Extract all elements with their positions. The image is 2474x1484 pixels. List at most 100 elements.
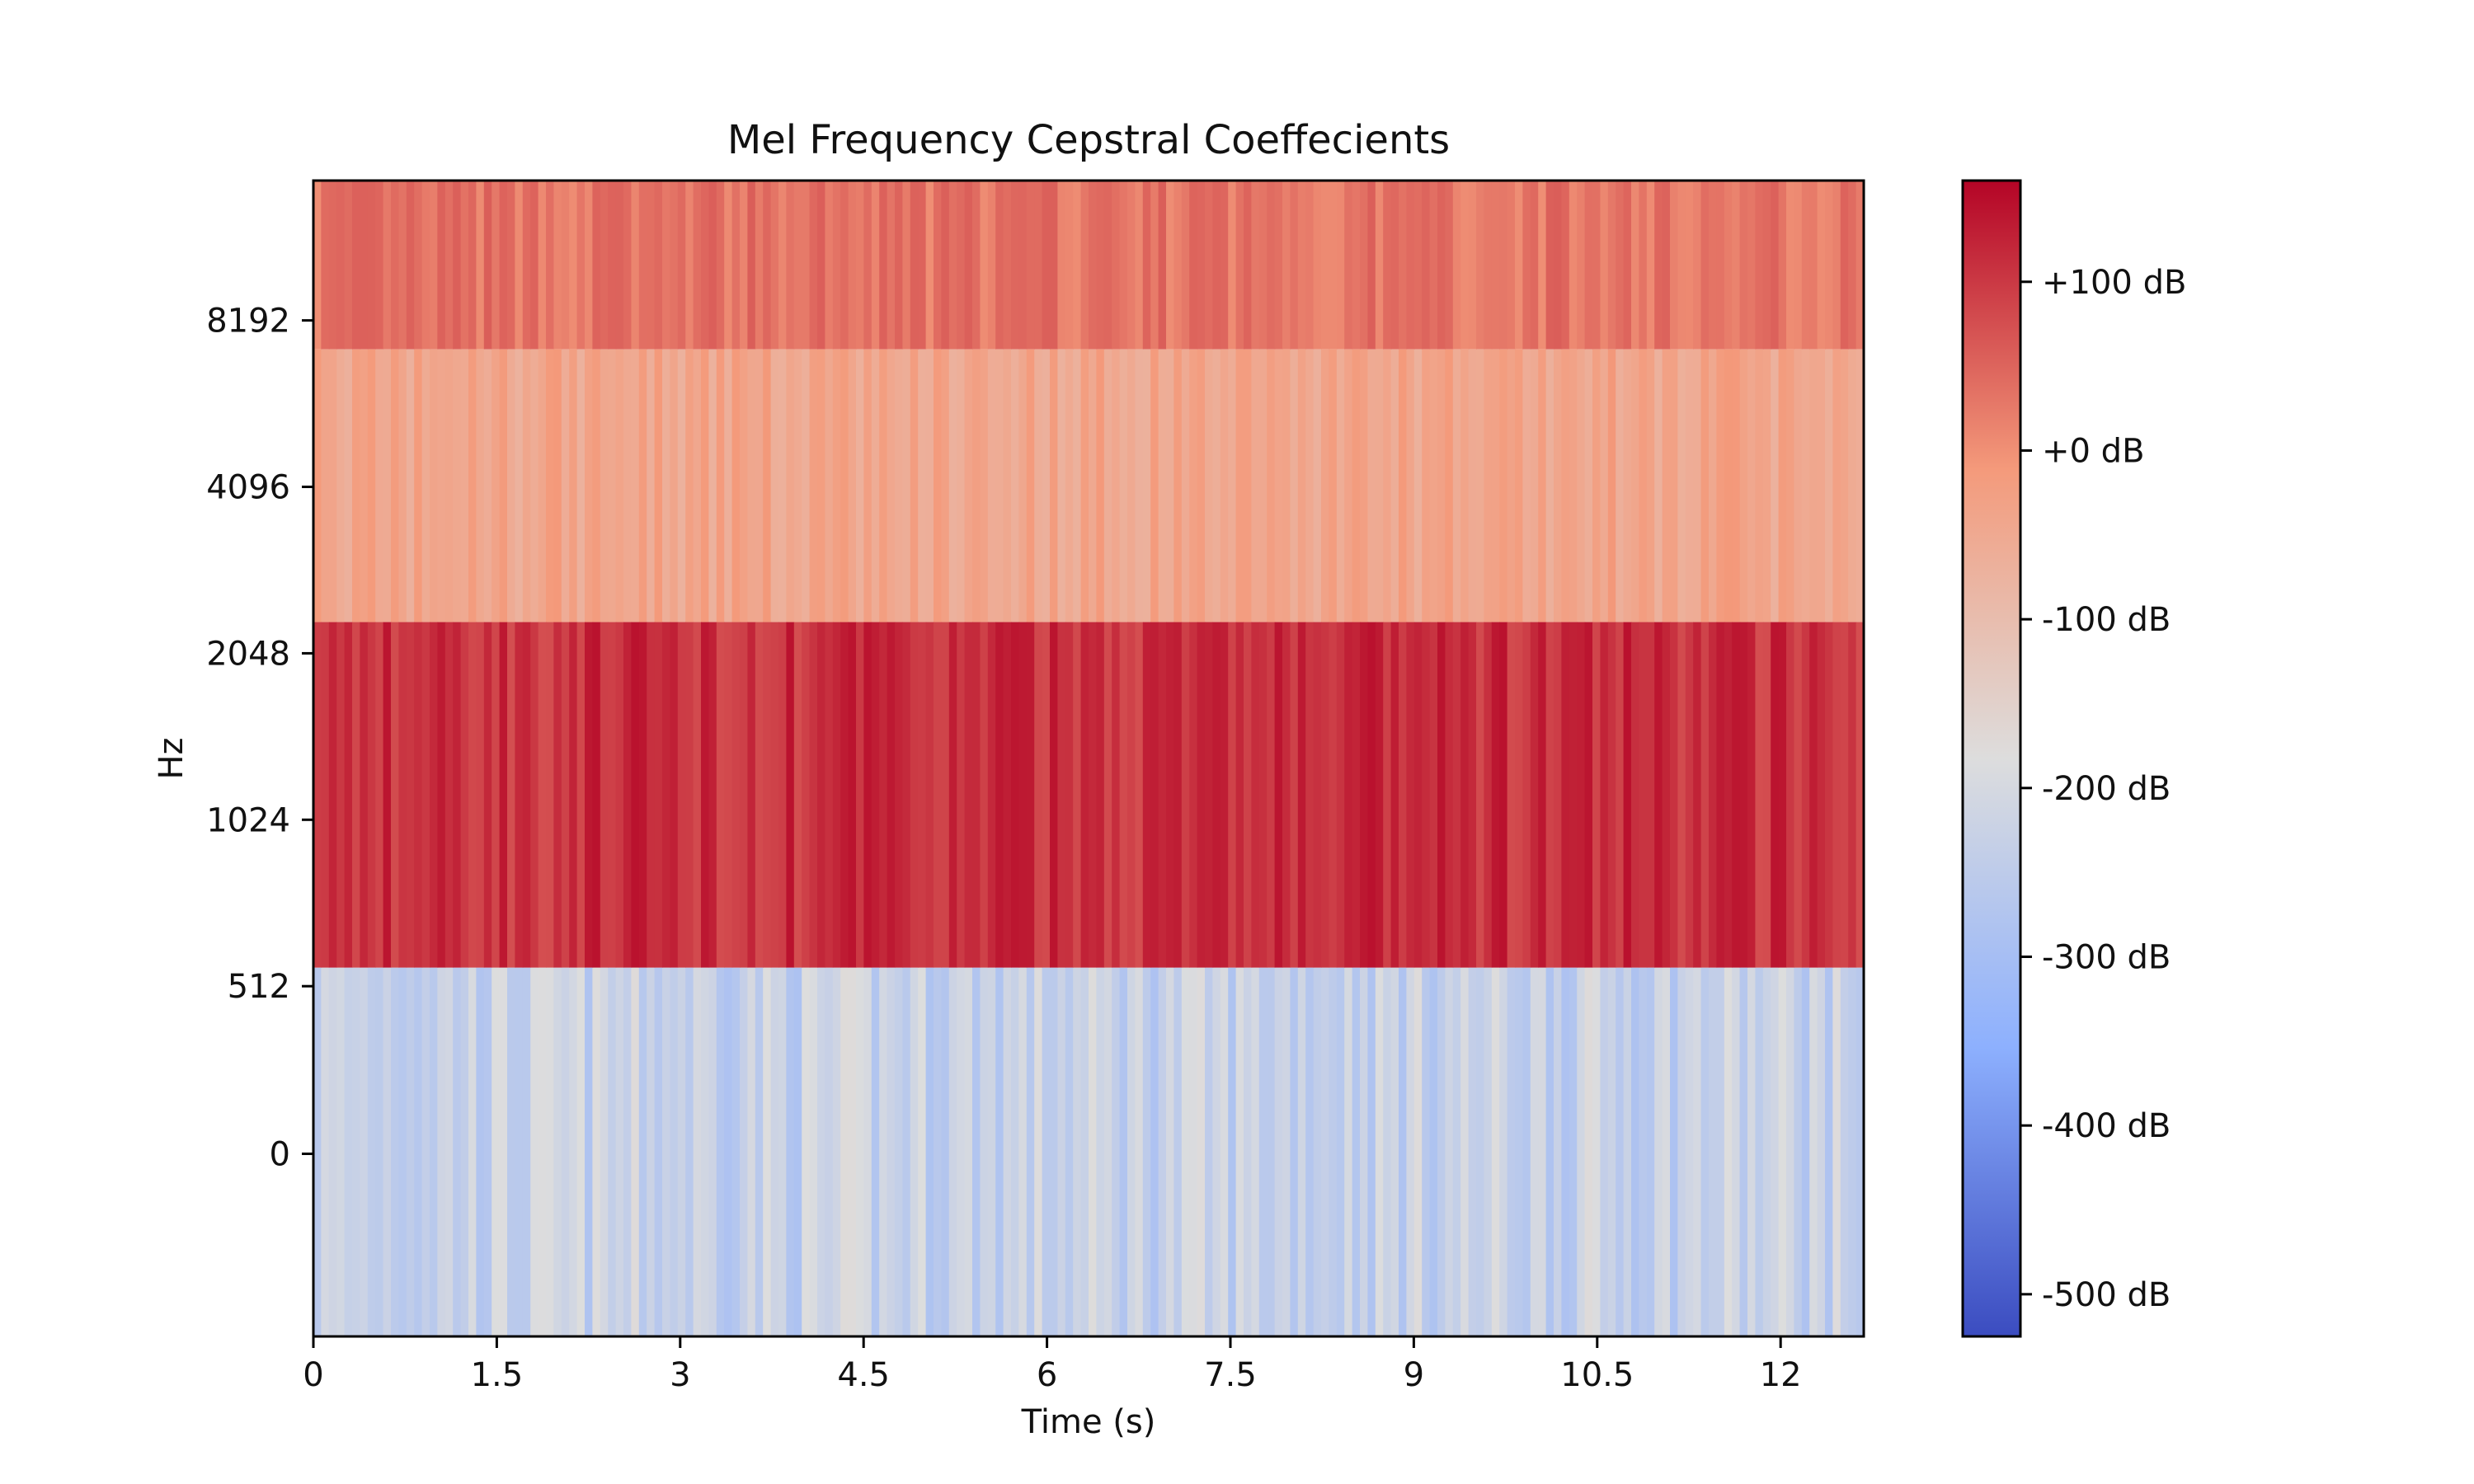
heatmap-cell (1809, 967, 1818, 1336)
heatmap-cell (1383, 622, 1392, 968)
heatmap-cell (856, 622, 865, 968)
heatmap-cell (1011, 181, 1020, 350)
heatmap-cell (755, 967, 764, 1336)
heatmap-cell (902, 181, 911, 350)
heatmap-cell (987, 349, 996, 622)
heatmap-cell (786, 181, 795, 350)
y-tick-label: 0 (270, 1135, 290, 1173)
heatmap-cell (344, 181, 353, 350)
heatmap-cell (1297, 967, 1306, 1336)
heatmap-cell (615, 349, 624, 622)
heatmap-cell (1390, 622, 1399, 968)
heatmap-cell (1848, 181, 1857, 350)
heatmap-cell (1112, 967, 1121, 1336)
heatmap-cell (352, 967, 361, 1336)
heatmap-cell (1267, 181, 1276, 350)
heatmap-cell (887, 349, 896, 622)
x-tick-label: 7.5 (1204, 1356, 1257, 1394)
x-tick-label: 1.5 (471, 1356, 524, 1394)
heatmap-cell (1080, 181, 1089, 350)
heatmap-cell (1127, 181, 1136, 350)
heatmap-cell (1732, 181, 1741, 350)
heatmap-cell (538, 181, 547, 350)
heatmap-cell (740, 967, 749, 1336)
heatmap-cell (1747, 349, 1757, 622)
heatmap-cell (444, 181, 454, 350)
heatmap-cell (778, 349, 788, 622)
heatmap-cell (1166, 349, 1175, 622)
heatmap-cell (1577, 967, 1586, 1336)
heatmap-cell (1158, 349, 1167, 622)
heatmap-cell (375, 181, 384, 350)
heatmap-cell (747, 181, 756, 350)
heatmap-cell (1685, 622, 1694, 968)
heatmap-cell (701, 349, 710, 622)
heatmap-cell (1646, 181, 1655, 350)
heatmap-cell (1554, 622, 1563, 968)
heatmap-cell (1057, 349, 1066, 622)
heatmap-cell (453, 967, 462, 1336)
heatmap-cell (1080, 349, 1089, 622)
heatmap-cell (1778, 622, 1787, 968)
heatmap-cell (569, 622, 578, 968)
heatmap-cell (1693, 349, 1702, 622)
heatmap-cell (1329, 967, 1338, 1336)
heatmap-cell (1383, 181, 1392, 350)
heatmap-cell (1693, 967, 1702, 1336)
heatmap-cell (1592, 181, 1602, 350)
heatmap-cell (414, 181, 423, 350)
heatmap-cell (654, 622, 663, 968)
heatmap-cell (895, 349, 904, 622)
heatmap-cell (1042, 181, 1051, 350)
heatmap-cell (1003, 181, 1012, 350)
heatmap-cell (1174, 967, 1183, 1336)
heatmap-cell (925, 622, 934, 968)
heatmap-cell (553, 181, 562, 350)
heatmap-cell (693, 349, 702, 622)
heatmap-cell (1282, 349, 1291, 622)
heatmap-cell (1538, 622, 1547, 968)
heatmap-cell (1825, 181, 1834, 350)
heatmap-cell (934, 622, 943, 968)
heatmap-cell (895, 967, 904, 1336)
heatmap-cell (1297, 349, 1306, 622)
heatmap-cell (336, 622, 346, 968)
heatmap-cell (1352, 622, 1361, 968)
heatmap-cell (662, 967, 671, 1336)
heatmap-cell (1034, 181, 1043, 350)
heatmap-cell (1413, 622, 1423, 968)
heatmap-cell (1228, 967, 1237, 1336)
heatmap-cell (1367, 349, 1376, 622)
heatmap-cell (1700, 181, 1710, 350)
heatmap-cell (1654, 622, 1663, 968)
heatmap-cell (1413, 349, 1423, 622)
heatmap-cell (910, 349, 919, 622)
heatmap-cell (1762, 967, 1771, 1336)
heatmap-cell (809, 967, 818, 1336)
heatmap-cell (398, 349, 407, 622)
heatmap-cell (406, 349, 415, 622)
heatmap-cell (685, 967, 694, 1336)
heatmap-cell (1197, 181, 1206, 350)
heatmap-cell (1166, 181, 1175, 350)
heatmap-cell (476, 622, 485, 968)
heatmap-cell (1739, 967, 1748, 1336)
heatmap-cell (1600, 622, 1609, 968)
heatmap-cell (1399, 622, 1408, 968)
heatmap-cell (1468, 349, 1477, 622)
heatmap-cell (1150, 967, 1159, 1336)
heatmap-cell (1135, 181, 1144, 350)
heatmap-cell (1321, 181, 1330, 350)
heatmap-cell (1150, 622, 1159, 968)
heatmap-cell (1112, 622, 1121, 968)
heatmap-cell (793, 181, 802, 350)
colorbar-tick-label: +100 dB (2042, 264, 2186, 302)
heatmap-cell (793, 622, 802, 968)
heatmap-cell (1089, 181, 1098, 350)
heatmap-cell (755, 181, 764, 350)
heatmap-cell (1244, 967, 1253, 1336)
heatmap-cell (522, 967, 531, 1336)
heatmap-cell (561, 967, 570, 1336)
heatmap-cell (406, 967, 415, 1336)
heatmap-cell (1515, 967, 1524, 1336)
